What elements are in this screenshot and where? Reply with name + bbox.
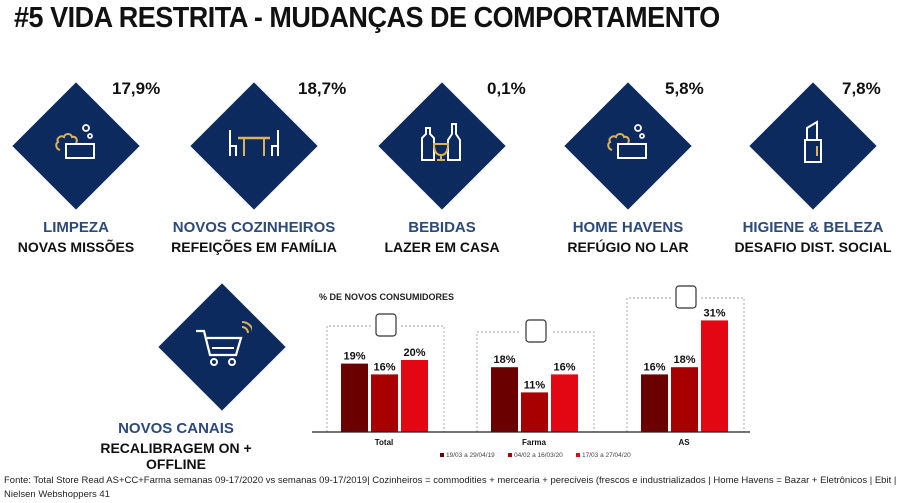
bar [401, 360, 428, 432]
new-consumers-chart: % DE NOVOS CONSUMIDORES 19% 16% 20% Total 18%… [312, 285, 750, 459]
legend-label: 04/02 a 16/03/20 [514, 452, 563, 459]
category-subtitle: REFEIÇÕES EM FAMÍLIA [171, 239, 337, 255]
bar-label: 19% [343, 351, 365, 363]
legend-swatch [576, 453, 580, 457]
bar-label: 16% [553, 361, 575, 373]
online-cart-icon [196, 321, 252, 366]
category-tick-label: Total [375, 438, 394, 447]
medicine-jar-icon-shape [525, 319, 547, 343]
soap-bubbles-icon [55, 124, 95, 159]
category-title: LIMPEZA [43, 219, 109, 236]
bar [551, 374, 578, 432]
category-percent: 17,9% [112, 79, 161, 98]
category-title: BEBIDAS [408, 219, 476, 236]
canais-title: NOVOS CANAIS [118, 420, 234, 437]
page-title: #5 VIDA RESTRITA - MUDANÇAS DE COMPORTAM… [14, 2, 720, 34]
footer-source: Fonte: Total Store Read AS+CC+Farma sema… [4, 475, 897, 500]
category-subtitle: NOVAS MISSÕES [17, 239, 135, 255]
category-label: HIGIENE & BELEZA DESAFIO DIST. SOCIAL [713, 219, 902, 255]
legend-swatch [508, 453, 512, 457]
category-percent: 18,7% [298, 79, 347, 98]
bar [491, 367, 518, 432]
category-percent: 5,8% [665, 79, 704, 98]
category-title: HOME HAVENS [572, 219, 684, 236]
bar-label: 18% [493, 354, 515, 366]
category-subtitle: REFÚGIO NO LAR [567, 239, 689, 255]
canais-label: NOVOS CANAIS RECALIBRAGEM ON + OFFLINE [76, 420, 276, 472]
dining-table-icon [229, 130, 279, 156]
chart-title: % DE NOVOS CONSUMIDORES [319, 292, 454, 302]
category-label: HOME HAVENS REFÚGIO NO LAR [528, 219, 728, 255]
category-label: LIMPEZA NOVAS MISSÕES [0, 219, 176, 255]
category-tick-label: Farma [522, 438, 547, 447]
category-subtitle: LAZER EM CASA [384, 239, 500, 255]
bar [521, 392, 548, 432]
soap-bubbles-icon [607, 124, 647, 159]
category-title: HIGIENE & BELEZA [742, 219, 884, 236]
person-refresh-icon-shape [375, 313, 397, 337]
category-tick-label: AS [678, 438, 690, 447]
bar-label: 16% [373, 361, 395, 373]
bar-label: 18% [673, 354, 695, 366]
legend-label: 19/03 a 29/04/19 [446, 452, 495, 459]
category-percent: 0,1% [487, 79, 526, 98]
bar [341, 363, 368, 432]
category-label: BEBIDAS LAZER EM CASA [342, 219, 542, 255]
shopping-cart-icon-shape [675, 285, 697, 309]
legend-swatch [440, 453, 444, 457]
bar-label: 16% [643, 361, 665, 373]
bar-label: 31% [703, 307, 725, 319]
bar-label: 11% [524, 379, 546, 391]
category-subtitle: DESAFIO DIST. SOCIAL [734, 239, 892, 255]
canais-subtitle: RECALIBRAGEM ON + OFFLINE [100, 440, 252, 472]
category-percent: 7,8% [842, 79, 881, 98]
bar-label: 20% [403, 347, 425, 359]
legend-label: 17/03 a 27/04/20 [582, 452, 631, 459]
group-bracket [476, 331, 595, 432]
bottles-glass-icon [421, 123, 461, 161]
lipstick-icon [804, 120, 822, 163]
bar [371, 374, 398, 432]
bar [701, 320, 728, 432]
bar [641, 374, 668, 432]
category-label: NOVOS COZINHEIROS REFEIÇÕES EM FAMÍLIA [154, 219, 354, 255]
category-title: NOVOS COZINHEIROS [172, 219, 336, 236]
bar [671, 367, 698, 432]
